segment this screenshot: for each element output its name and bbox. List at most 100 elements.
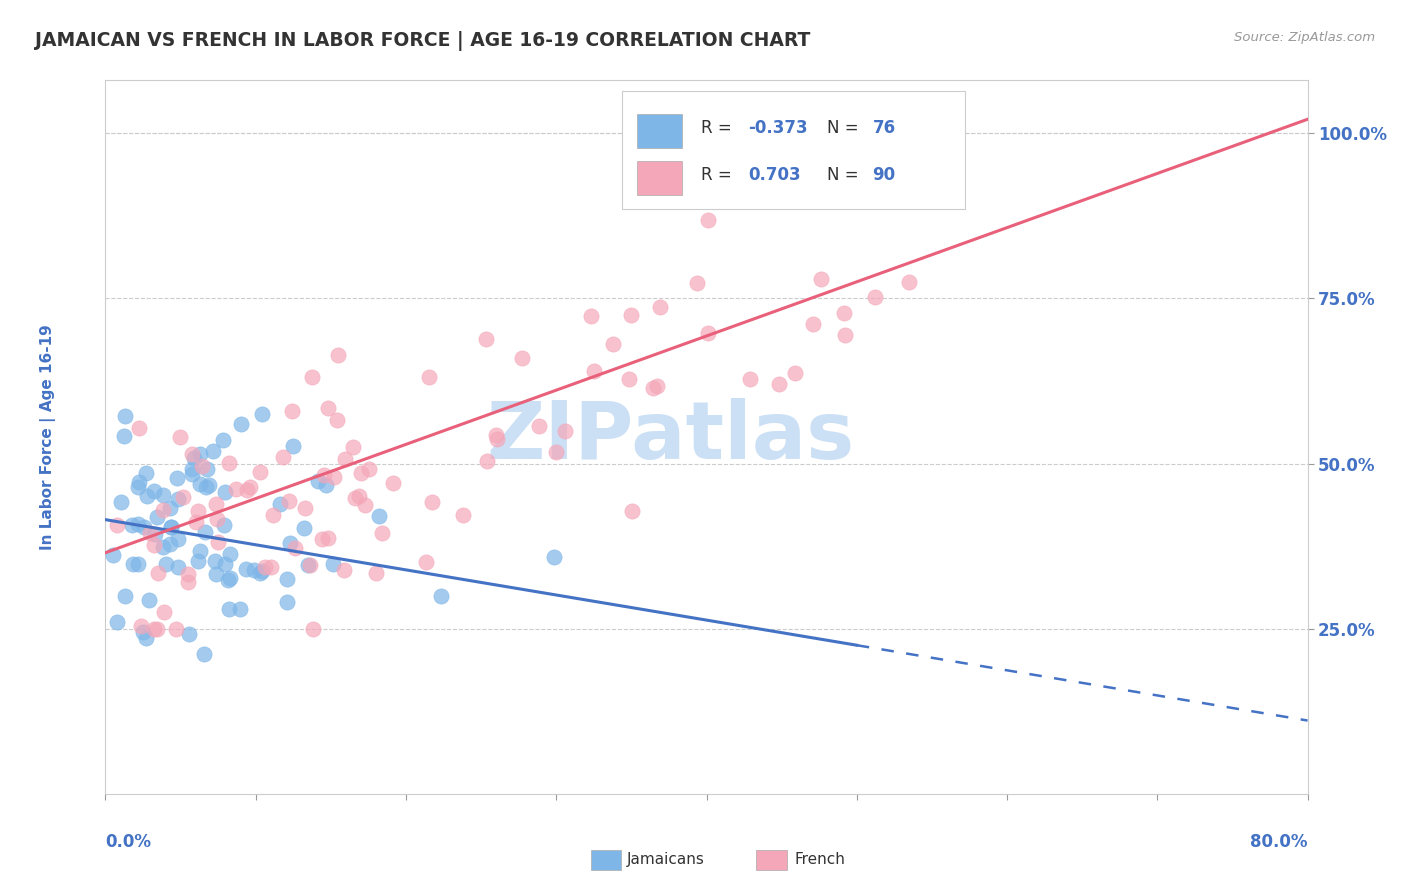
Point (152, 503, 174, 517)
Point (121, 517, 143, 532)
Point (218, 547, 240, 561)
Point (863, 290, 886, 304)
Point (249, 465, 271, 479)
Point (105, 615, 128, 630)
Text: N =: N = (827, 166, 863, 184)
Point (191, 458, 214, 473)
Point (169, 430, 191, 444)
Point (155, 558, 177, 572)
Point (259, 560, 281, 574)
Point (451, 508, 474, 523)
Point (554, 424, 576, 438)
Point (294, 500, 316, 515)
Point (212, 517, 235, 532)
Point (620, 308, 643, 322)
Point (235, 483, 257, 497)
Point (153, 606, 176, 620)
Point (101, 549, 124, 563)
Point (418, 370, 440, 384)
Text: 0.0%: 0.0% (105, 833, 152, 851)
Point (249, 566, 271, 580)
Point (301, 622, 323, 636)
Point (834, 328, 856, 343)
Point (205, 497, 228, 511)
Point (301, 369, 323, 384)
Point (180, 462, 202, 476)
Point (602, 337, 624, 351)
Point (370, 526, 392, 541)
Point (146, 509, 169, 524)
Point (343, 491, 366, 505)
Point (148, 566, 170, 580)
Point (114, 409, 136, 423)
Point (159, 500, 181, 515)
Point (121, 557, 143, 571)
Text: Source: ZipAtlas.com: Source: ZipAtlas.com (1234, 31, 1375, 45)
Text: ZIPatlas: ZIPatlas (486, 398, 855, 476)
Point (311, 532, 333, 546)
Point (262, 508, 284, 522)
Text: JAMAICAN VS FRENCH IN LABOR FORCE | AGE 16-19 CORRELATION CHART: JAMAICAN VS FRENCH IN LABOR FORCE | AGE … (35, 31, 810, 51)
Point (225, 483, 247, 497)
Point (205, 566, 228, 581)
Point (138, 593, 160, 607)
Point (546, 444, 568, 458)
Point (420, 494, 443, 508)
Point (214, 484, 236, 499)
Point (250, 564, 273, 578)
Point (188, 477, 211, 491)
Point (579, 309, 602, 323)
Text: -0.373: -0.373 (748, 120, 808, 137)
FancyBboxPatch shape (637, 114, 682, 148)
Point (322, 557, 344, 571)
Point (323, 469, 346, 483)
Point (415, 555, 437, 569)
Text: R =: R = (700, 120, 737, 137)
Point (333, 563, 356, 577)
Point (127, 558, 149, 572)
Text: 90: 90 (872, 166, 896, 184)
Point (152, 540, 174, 554)
Point (697, 326, 720, 340)
Point (132, 520, 155, 534)
Point (276, 595, 298, 609)
Point (145, 622, 167, 636)
Point (475, 332, 498, 346)
Point (136, 489, 159, 503)
Point (166, 471, 188, 485)
Point (278, 536, 301, 550)
Point (740, 371, 762, 385)
Point (105, 517, 128, 532)
Point (218, 457, 240, 471)
Point (318, 401, 340, 415)
Text: N =: N = (827, 120, 863, 137)
Point (143, 484, 166, 499)
Point (139, 525, 162, 540)
Point (347, 489, 370, 503)
Point (316, 531, 339, 545)
Text: In Labor Force | Age 16-19: In Labor Force | Age 16-19 (39, 324, 56, 550)
Point (183, 451, 205, 466)
Text: R =: R = (700, 166, 737, 184)
Point (543, 550, 565, 565)
Point (381, 475, 404, 490)
Point (218, 602, 240, 616)
Point (645, 378, 668, 392)
Point (315, 477, 337, 491)
Point (477, 453, 499, 467)
Point (172, 490, 194, 504)
Point (292, 521, 315, 535)
Point (212, 433, 235, 447)
Point (253, 560, 276, 574)
Point (650, 300, 672, 314)
Point (129, 619, 152, 633)
Point (353, 498, 375, 512)
Point (152, 488, 174, 502)
Point (135, 466, 157, 480)
Point (190, 447, 212, 461)
Point (299, 558, 322, 573)
Point (235, 562, 257, 576)
Text: French: French (794, 853, 845, 867)
Point (359, 461, 381, 475)
Point (269, 497, 291, 511)
